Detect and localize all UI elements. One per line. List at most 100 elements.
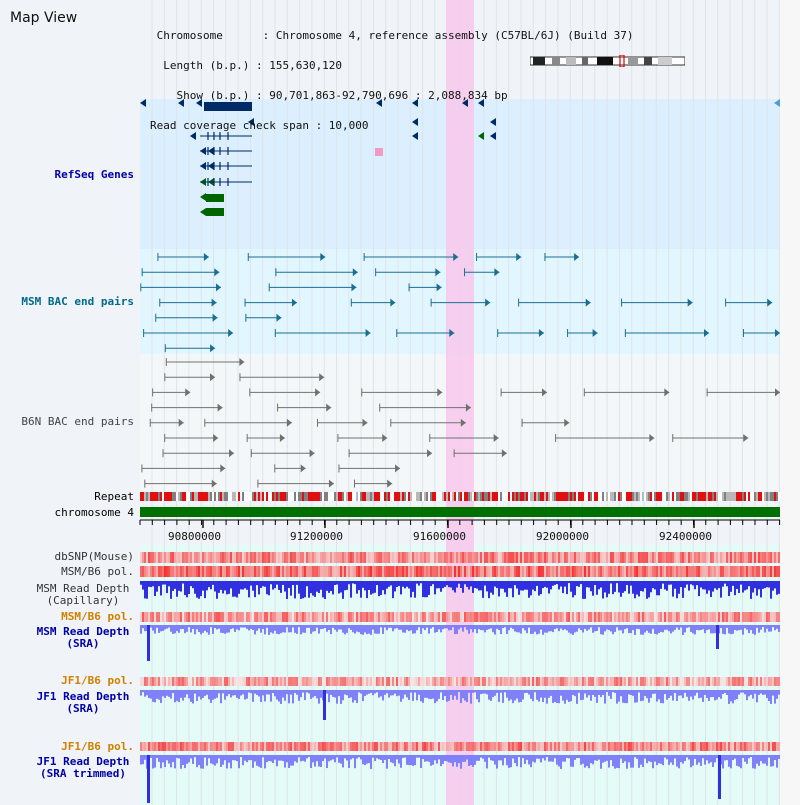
polymorphism-cell (654, 742, 656, 751)
polymorphism-cell (436, 742, 438, 751)
polymorphism-cell (450, 612, 452, 622)
gene-arrow (190, 132, 196, 140)
polymorphism-cell (574, 742, 576, 751)
polymorphism-cell (404, 552, 406, 563)
msm-bac-pair-arrow (390, 298, 396, 307)
polymorphism-cell (634, 677, 636, 686)
polymorphism-cell (672, 742, 674, 751)
depth-bar (512, 755, 514, 759)
polymorphism-cell (494, 552, 496, 563)
depth-bar (534, 690, 536, 693)
polymorphism-cell (286, 566, 288, 577)
polymorphism-cell (752, 552, 754, 563)
depth-bar (672, 625, 674, 632)
polymorphism-cell (328, 552, 330, 563)
depth-bar (554, 755, 556, 759)
polymorphism-cell (226, 742, 228, 751)
polymorphism-cell (592, 677, 594, 686)
polymorphism-cell (326, 566, 328, 577)
polymorphism-cell (744, 742, 746, 751)
polymorphism-cell (186, 566, 188, 577)
depth-bar (528, 690, 530, 695)
polymorphism-cell (448, 612, 450, 622)
polymorphism-cell (530, 566, 532, 577)
depth-bar (180, 690, 182, 698)
polymorphism-cell (636, 742, 638, 751)
repeat-segment (214, 492, 216, 501)
depth-bar (686, 690, 688, 697)
depth-bar (244, 625, 246, 628)
depth-bar (326, 690, 328, 694)
depth-bar (562, 755, 564, 762)
polymorphism-cell (204, 742, 206, 751)
polymorphism-cell (232, 677, 234, 686)
polymorphism-cell (736, 742, 738, 751)
polymorphism-cell (424, 612, 426, 622)
depth-bar (580, 755, 582, 765)
depth-bar (574, 755, 576, 760)
depth-bar (388, 690, 390, 698)
depth-bar (352, 625, 354, 633)
depth-bar (430, 581, 432, 587)
chromosome-ideogram-icon[interactable] (529, 52, 686, 68)
depth-bar (240, 581, 242, 590)
depth-bar (610, 625, 612, 632)
depth-bar (670, 690, 672, 696)
repeat-segment (542, 492, 544, 501)
polymorphism-cell (592, 742, 594, 751)
depth-bar (336, 690, 338, 704)
depth-bar (552, 690, 554, 703)
polymorphism-cell (430, 742, 432, 751)
polymorphism-cell (572, 612, 574, 622)
polymorphism-cell (284, 677, 286, 686)
depth-bar (434, 755, 436, 761)
polymorphism-cell (382, 566, 384, 577)
polymorphism-cell (530, 612, 532, 622)
polymorphism-cell (772, 612, 774, 622)
track-label-msm-bac[interactable]: MSM BAC end pairs (21, 295, 134, 308)
polymorphism-cell (172, 742, 174, 751)
polymorphism-cell (594, 742, 596, 751)
depth-bar (722, 625, 724, 634)
track-label-refseq[interactable]: RefSeq Genes (54, 168, 134, 181)
repeat-segment (590, 492, 592, 501)
depth-bar (710, 755, 712, 763)
depth-bar (272, 690, 274, 694)
depth-bar (514, 755, 516, 764)
polymorphism-cell (742, 742, 744, 751)
depth-bar (394, 625, 396, 629)
depth-bar (306, 581, 308, 587)
polymorphism-cell (536, 612, 538, 622)
track-label-b6n-bac[interactable]: B6N BAC end pairs (21, 415, 134, 428)
polymorphism-cell (330, 612, 332, 622)
b6n-bac-pair-arrow (286, 418, 292, 427)
repeat-segment (144, 492, 146, 501)
b6n-bac-pair-arrow (178, 418, 184, 427)
polymorphism-cell (596, 742, 598, 751)
polymorphism-cell (170, 552, 172, 563)
polymorphism-cell (422, 552, 424, 563)
polymorphism-cell (336, 612, 338, 622)
polymorphism-cell (326, 612, 328, 622)
depth-bar (248, 581, 250, 598)
depth-bar (526, 581, 528, 590)
depth-bar (636, 625, 638, 629)
polymorphism-cell (368, 566, 370, 577)
repeat-segment (370, 492, 372, 501)
repeat-segment (314, 492, 316, 501)
polymorphism-cell (760, 612, 762, 622)
polymorphism-cell (330, 552, 332, 563)
polymorphism-cell (456, 612, 458, 622)
depth-bar (178, 690, 180, 703)
depth-bar (618, 755, 620, 769)
polymorphism-cell (664, 742, 666, 751)
polymorphism-cell (682, 612, 684, 622)
polymorphism-cell (402, 566, 404, 577)
polymorphism-cell (664, 566, 666, 577)
depth-bar (250, 690, 252, 694)
b6n-bac-pair-arrow (427, 449, 433, 458)
repeat-segment (364, 492, 366, 501)
depth-bar (776, 625, 778, 629)
